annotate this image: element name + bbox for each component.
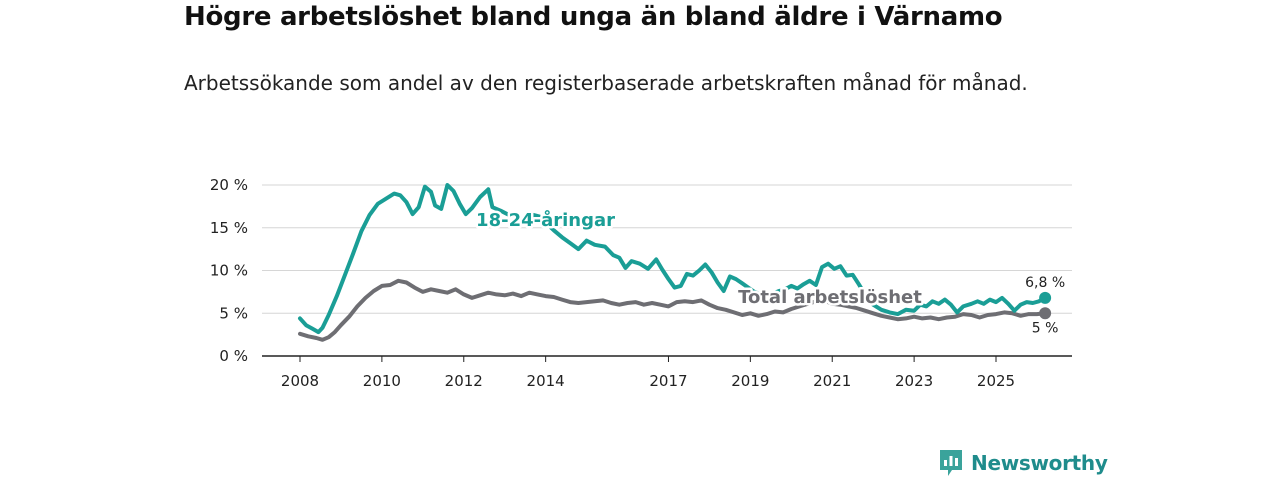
x-tick-label: 2010 <box>363 372 401 390</box>
series-end-label: 5 % <box>1032 320 1059 336</box>
series-line <box>298 183 1048 335</box>
x-tick-label: 2008 <box>281 372 319 390</box>
brand-name: Newsworthy <box>971 451 1108 475</box>
newsworthy-logo-icon <box>940 450 962 476</box>
y-tick-label: 5 % <box>219 304 248 322</box>
series-labels: 18-24-åringar 6,8 % Total arbetslöshet 5 % <box>474 207 1068 339</box>
y-axis-labels: 0 % 5 % 10 % 15 % 20 % <box>210 176 248 365</box>
y-tick-label: 10 % <box>210 262 248 280</box>
x-tick-label: 2021 <box>813 372 851 390</box>
x-tick-label: 2012 <box>445 372 483 390</box>
series-line <box>298 278 1048 342</box>
x-tick-label: 2014 <box>527 372 565 390</box>
x-tick-label: 2017 <box>649 372 687 390</box>
series-end-point <box>1039 307 1052 320</box>
gridlines <box>262 184 1072 357</box>
x-tick-label: 2019 <box>731 372 769 390</box>
chart-title: Högre arbetslöshet bland unga än bland ä… <box>184 2 1003 32</box>
y-tick-label: 0 % <box>219 347 248 365</box>
x-axis-labels: 2008 2010 2012 2014 2017 2019 2021 2023 2025 <box>281 356 1015 390</box>
series-end-point <box>1039 291 1052 304</box>
x-tick-label: 2025 <box>977 372 1015 390</box>
series-end-label: 6,8 % <box>1025 275 1065 291</box>
brand-logo[interactable]: Newsworthy <box>938 448 1108 478</box>
series-label: 18-24-åringar <box>476 209 615 231</box>
x-tick-label: 2023 <box>895 372 933 390</box>
chart-subtitle: Arbetssökande som andel av den registerb… <box>184 71 1028 95</box>
y-tick-label: 15 % <box>210 219 248 237</box>
y-tick-label: 20 % <box>210 176 248 194</box>
series-lines <box>298 183 1052 342</box>
series-label: Total arbetslöshet <box>738 287 922 308</box>
